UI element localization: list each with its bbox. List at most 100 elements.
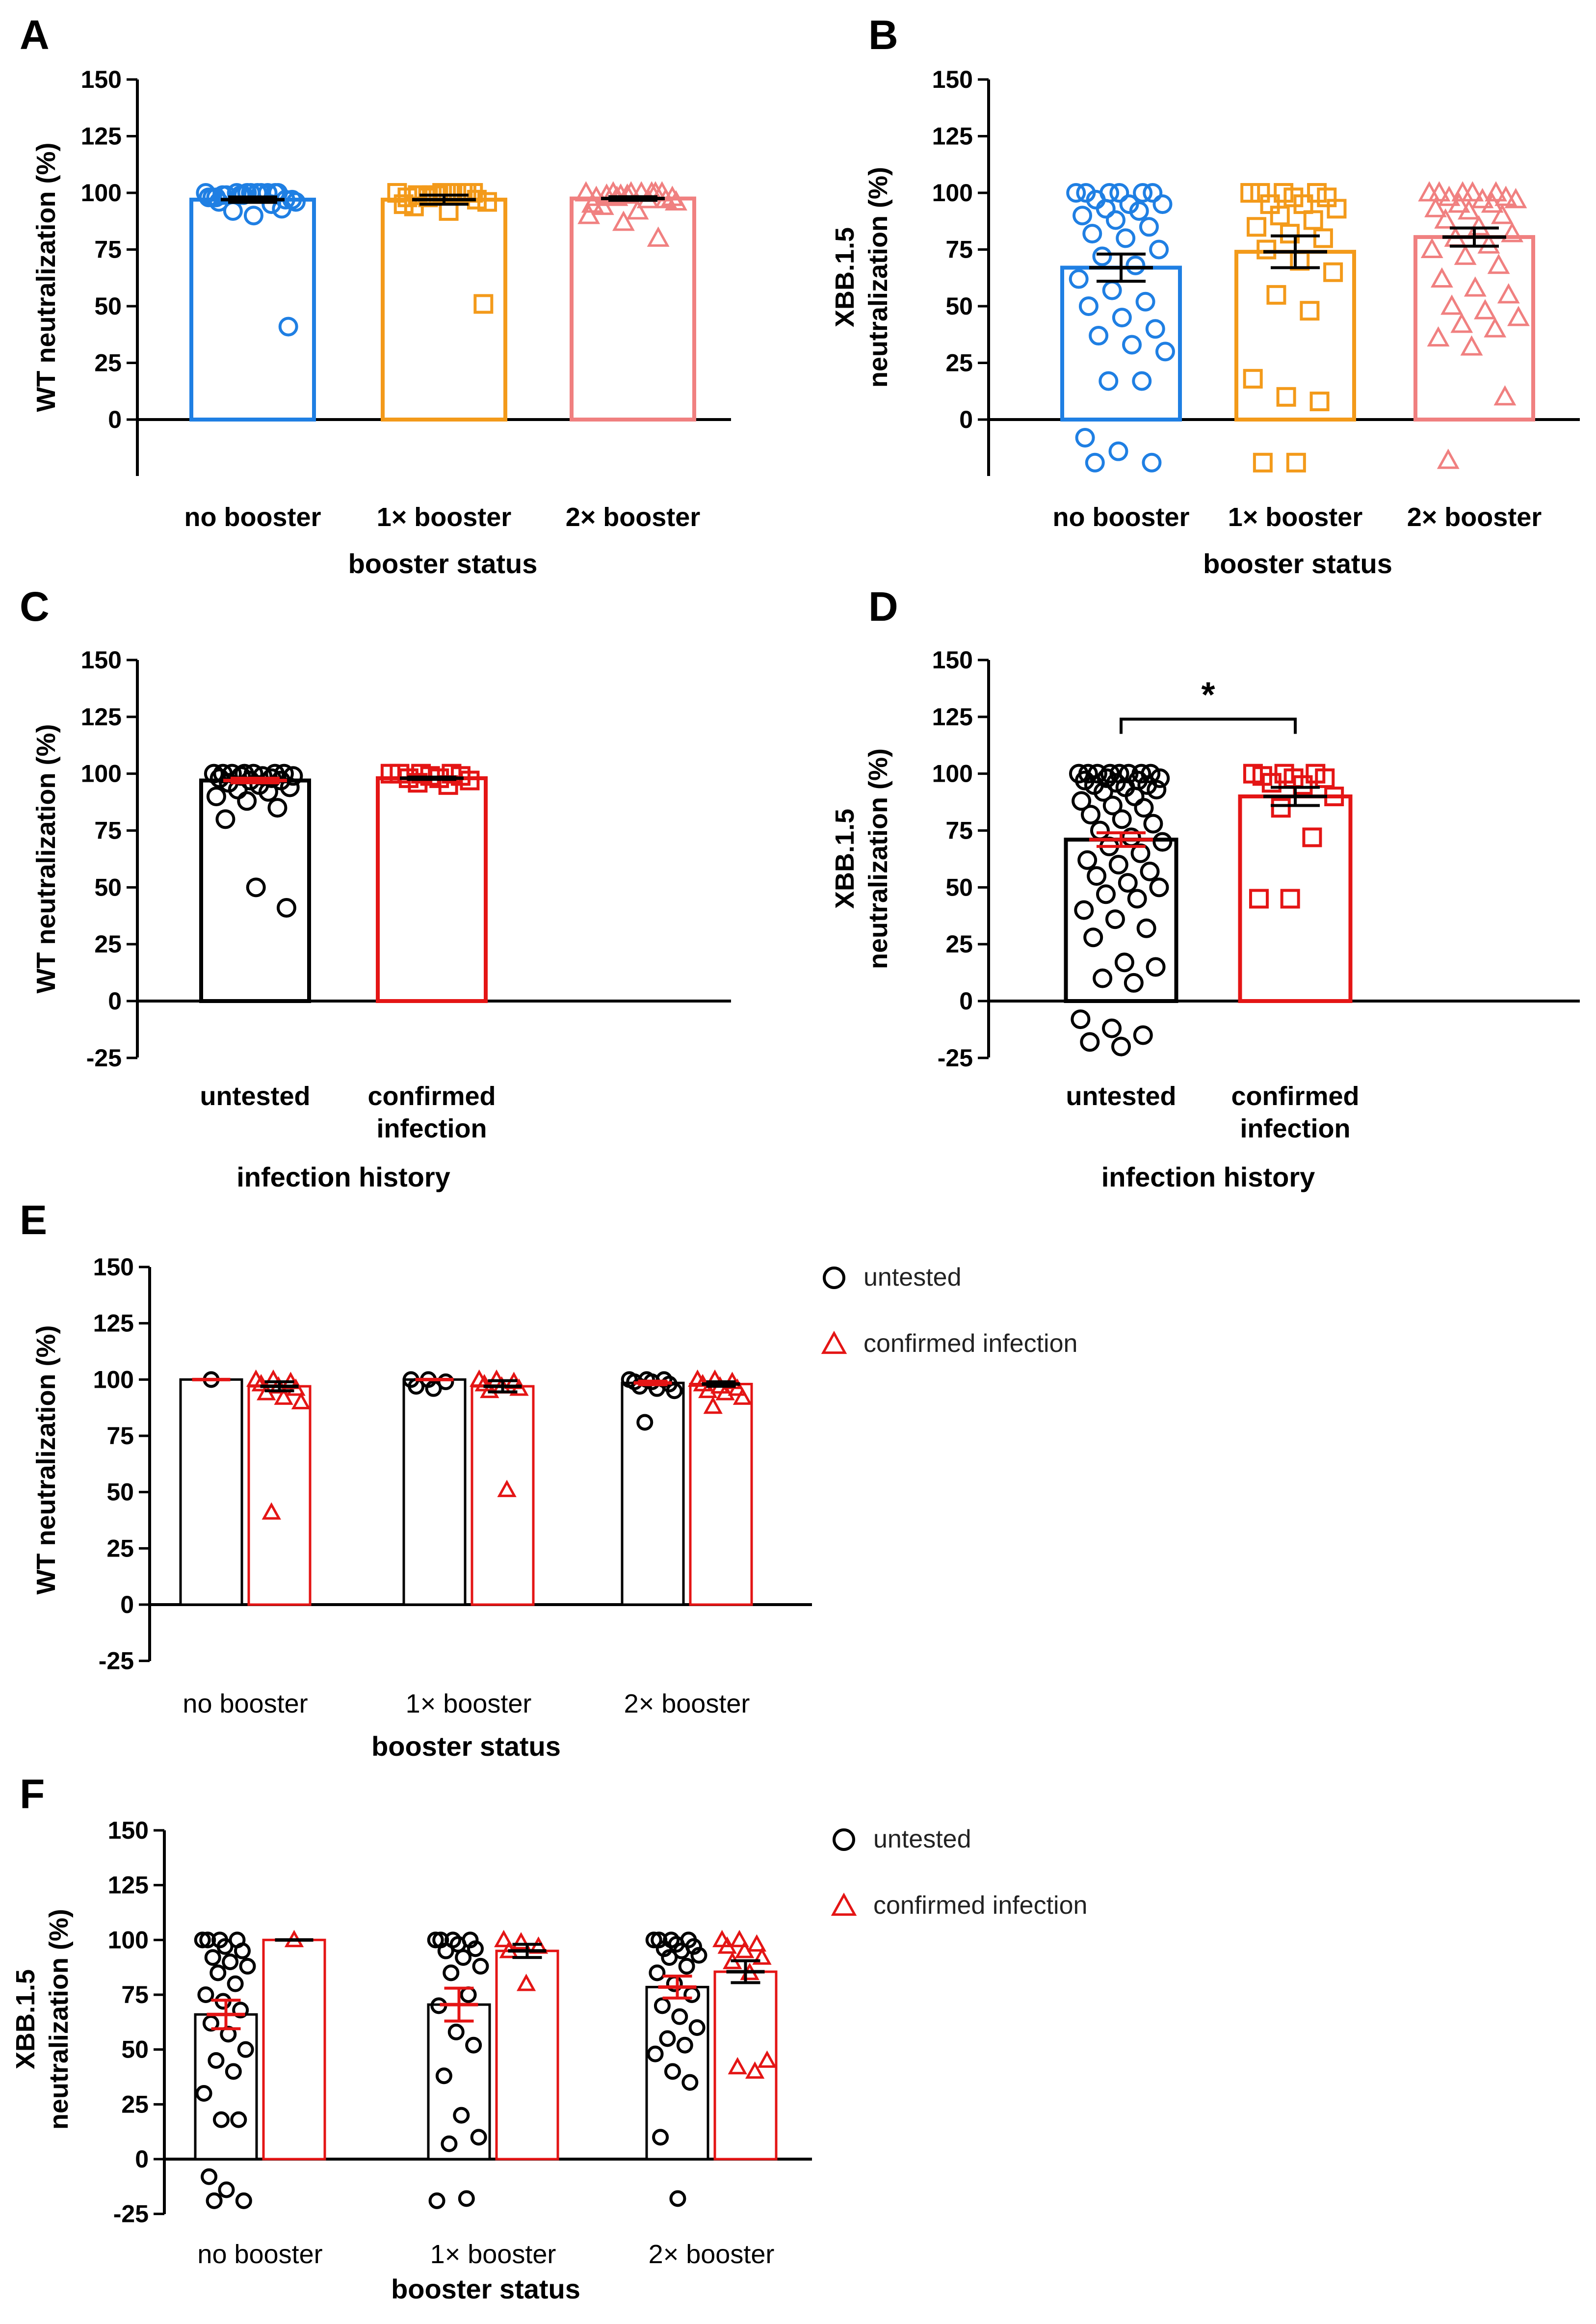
bar	[262, 1938, 326, 2161]
bar	[427, 2003, 491, 2161]
category-label: 2× booster	[624, 1689, 750, 1718]
data-point	[204, 1949, 221, 1966]
data-point	[1501, 222, 1524, 242]
legend-label: untested	[873, 1825, 971, 1853]
y-tick-label: -25	[938, 1044, 973, 1072]
data-point	[208, 2052, 225, 2069]
data-point	[199, 1931, 216, 1949]
y-tick-label: 25	[121, 2090, 149, 2118]
data-point	[1303, 210, 1323, 230]
panel-letter: A	[20, 12, 50, 58]
data-point	[1125, 255, 1146, 275]
data-point	[437, 1373, 454, 1390]
data-point	[1155, 342, 1175, 362]
data-point	[1132, 371, 1152, 391]
y-tick-label: 25	[945, 930, 973, 958]
y-axis-label-line2: neutralization (%)	[863, 167, 893, 388]
data-point	[1112, 308, 1132, 328]
data-point	[1276, 387, 1296, 407]
data-point	[1081, 805, 1101, 825]
data-point	[678, 1957, 695, 1975]
y-tick-label: 25	[94, 349, 122, 377]
category-label: 2× booster	[1407, 502, 1542, 532]
data-point	[1108, 441, 1128, 461]
data-point	[647, 226, 670, 247]
y-tick-label: 150	[81, 646, 122, 674]
data-point	[201, 2168, 218, 2185]
data-point	[1102, 795, 1123, 816]
data-point	[1078, 296, 1099, 316]
panel-letter: B	[868, 12, 898, 58]
data-point	[209, 768, 230, 788]
data-point	[1135, 291, 1155, 312]
data-point	[1307, 183, 1327, 203]
data-point	[232, 2002, 249, 2019]
bar	[1238, 794, 1353, 1003]
data-point	[1074, 770, 1095, 791]
data-point	[387, 183, 407, 203]
data-point	[1494, 185, 1518, 206]
y-tick-label: -25	[86, 1044, 122, 1072]
data-point	[472, 1957, 489, 1975]
y-tick-label: 0	[108, 987, 122, 1015]
y-axis-label-line2: neutralization (%)	[863, 748, 893, 969]
data-point	[1092, 246, 1112, 266]
data-point	[257, 1383, 276, 1400]
data-point	[1069, 269, 1089, 289]
data-point	[1102, 1018, 1122, 1038]
y-tick-label: -25	[99, 1647, 134, 1675]
data-point	[1430, 267, 1453, 288]
data-point	[591, 194, 614, 215]
data-point	[1143, 814, 1163, 834]
data-point	[1507, 306, 1530, 326]
data-point	[1099, 371, 1119, 391]
x-axis-label: booster status	[391, 2273, 580, 2304]
data-point	[280, 777, 300, 797]
data-point	[1327, 199, 1347, 219]
y-tick-label: 125	[81, 123, 122, 150]
data-point	[1122, 335, 1142, 355]
data-point	[1152, 832, 1173, 852]
data-point	[1249, 889, 1269, 909]
data-point	[1447, 192, 1470, 213]
data-point	[1450, 313, 1473, 333]
y-axis-label-line1: XBB.1.5	[830, 809, 860, 909]
data-point	[1302, 827, 1322, 847]
data-point	[239, 1957, 256, 1975]
data-point	[447, 2023, 465, 2040]
category-label: 2× booster	[649, 2240, 775, 2269]
y-tick-label: 50	[121, 2036, 149, 2063]
data-point	[427, 1931, 444, 1949]
data-point	[251, 1373, 271, 1392]
data-point	[631, 1378, 648, 1395]
y-tick-label: 100	[81, 760, 122, 788]
data-point	[652, 2129, 669, 2146]
data-point	[218, 2181, 235, 2198]
category-label: 1× booster	[377, 502, 512, 532]
data-point	[733, 1387, 753, 1405]
bar	[621, 1381, 685, 1606]
data-point	[647, 2045, 664, 2062]
data-point	[1116, 228, 1136, 248]
data-point	[671, 2008, 688, 2025]
y-tick-label: 0	[120, 1591, 134, 1618]
y-tick-label: 0	[959, 987, 973, 1015]
data-point	[1093, 782, 1113, 802]
data-point	[1300, 301, 1320, 321]
data-point	[209, 192, 229, 212]
y-tick-label: 50	[94, 292, 122, 320]
data-point	[262, 1502, 281, 1520]
data-point	[1313, 228, 1333, 248]
data-point	[1089, 326, 1109, 346]
category-label: no booster	[184, 502, 321, 532]
data-point	[1458, 199, 1480, 220]
y-tick-label: 100	[932, 179, 973, 207]
data-point	[1143, 183, 1163, 203]
significance-marker: *	[1201, 675, 1215, 714]
y-tick-label: 125	[81, 703, 122, 731]
legend-label: confirmed infection	[873, 1891, 1087, 1920]
data-point	[243, 206, 263, 226]
data-point	[1066, 183, 1086, 203]
data-point	[225, 2063, 242, 2080]
category-label-line2: infection	[377, 1114, 487, 1143]
